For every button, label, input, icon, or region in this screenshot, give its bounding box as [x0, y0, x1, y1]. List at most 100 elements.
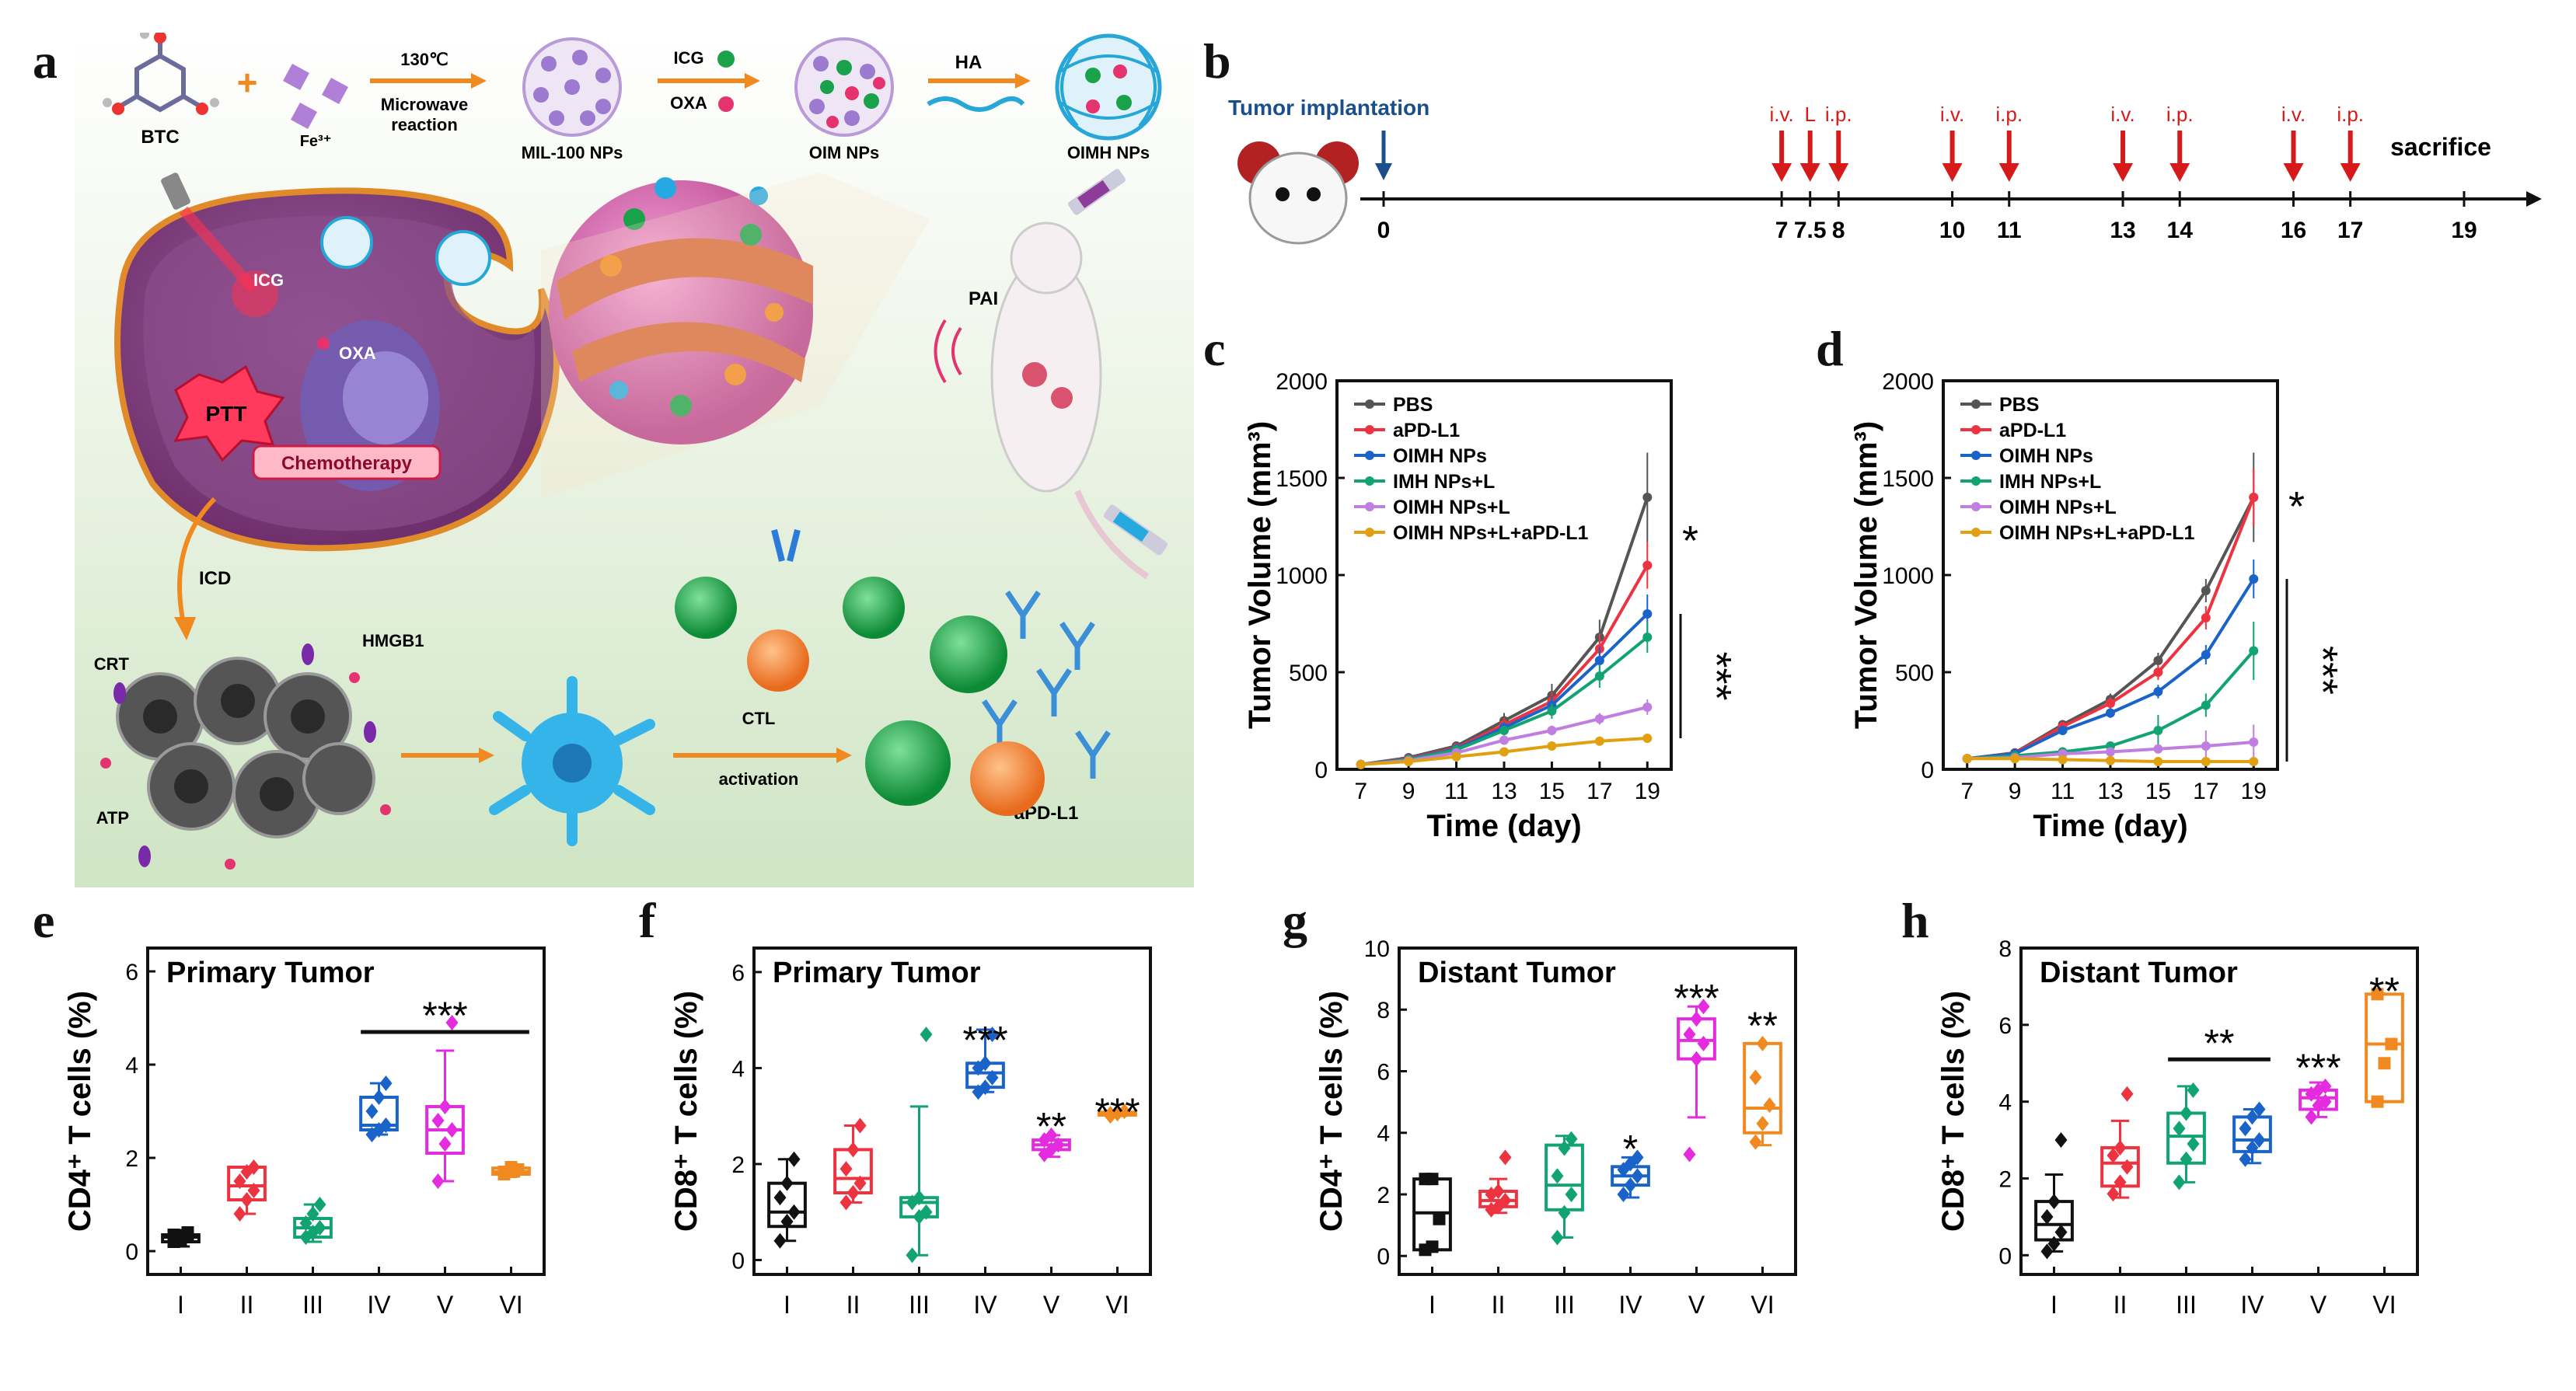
point-0-0 [773, 1232, 787, 1249]
significance-bottom: *** [2299, 646, 2346, 695]
tumor-volume-distant-chart: 0 500 1000 1500 2000 7 9 11 13 15 17 19 Time (day) Tu… [1849, 369, 2346, 843]
significance-label-2: *** [1094, 1090, 1140, 1134]
category-label-3: IV [973, 1291, 997, 1319]
y-tick-label-4: 8 [1377, 998, 1390, 1023]
nanoparticle-scheme: BTC + Fe³⁺ 130℃ Microwave reaction MIL-1… [75, 33, 1194, 887]
y-tick-label-1: 500 [1289, 661, 1328, 686]
data-point-3-4 [2153, 726, 2163, 735]
point-2-4 [306, 1206, 319, 1222]
point-3-1 [1624, 1177, 1637, 1194]
legend-marker-3 [1365, 476, 1374, 486]
point-0-5 [787, 1151, 801, 1167]
data-point-5-1 [2010, 754, 2020, 764]
legend-marker-5 [1365, 528, 1374, 537]
box-5 [2365, 992, 2404, 1103]
point-1-0 [839, 1194, 853, 1211]
ptt-badge: PTT [173, 364, 285, 462]
x-tick-label-3: 13 [1491, 779, 1517, 804]
ha-chain-icon [927, 96, 1025, 112]
category-label-5: VI [2372, 1291, 2396, 1319]
data-point-3-5 [1594, 671, 1604, 681]
point-4-1 [438, 1136, 452, 1152]
timeline-event-label-7: i.v. [2281, 103, 2305, 126]
ptt-label: PTT [206, 402, 247, 426]
timeline-event-arrowhead-0 [1771, 163, 1792, 182]
point-3-5 [379, 1075, 393, 1091]
legend-label-0: PBS [1999, 394, 2039, 416]
timeline-event-label-6: i.p. [2166, 103, 2194, 126]
point-2-1 [913, 1208, 926, 1225]
legend-marker-4 [1971, 502, 1981, 511]
point-3-4 [979, 1055, 992, 1072]
data-point-5-6 [1642, 734, 1653, 743]
timeline-event-arrowhead-1 [1799, 163, 1820, 182]
timeline-tick-label-0: 0 [1377, 218, 1391, 243]
point-1-2 [247, 1183, 260, 1198]
category-label-5: VI [1105, 1291, 1129, 1319]
data-point-0-4 [2153, 656, 2163, 665]
pai-label: PAI [969, 288, 998, 309]
point-0-2 [2054, 1224, 2068, 1240]
oimh-nanoparticle-icon [1055, 33, 1162, 141]
category-label-1: II [846, 1291, 860, 1319]
mouse-head-icon [1237, 141, 1359, 245]
point-3-0 [2239, 1151, 2252, 1167]
data-point-1-6 [2249, 493, 2259, 502]
point-2-0 [2173, 1174, 2186, 1191]
legend-marker-2 [1365, 451, 1374, 460]
laser-icon [161, 173, 278, 317]
legend-label-3: IMH NPs+L [1393, 471, 1495, 493]
plot-frame [2019, 947, 2419, 1276]
timeline-event-arrowhead-2 [1828, 163, 1849, 182]
timeline-event-label-8: i.p. [2337, 103, 2364, 126]
point-1-3 [839, 1161, 853, 1177]
point-4-4 [438, 1099, 452, 1114]
data-point-5-0 [1962, 754, 1972, 764]
point-4-2 [1052, 1137, 1065, 1153]
y-axis-label: CD8⁺ T cells (%) [1936, 991, 1970, 1232]
data-point-4-6 [2249, 737, 2259, 747]
y-axis-label: CD4⁺ T cells (%) [1314, 991, 1349, 1232]
point-4-3 [1683, 1026, 1696, 1042]
timeline-title: Tumor implantation [1228, 96, 1429, 120]
microwave-label: Microwave [381, 95, 469, 114]
point-1-0 [233, 1206, 246, 1222]
point-0-2 [1433, 1212, 1446, 1225]
point-2-3 [299, 1215, 312, 1231]
timeline-event-label-3: i.v. [1940, 103, 1964, 126]
chart-title: Primary Tumor [773, 957, 981, 989]
point-0-1 [780, 1214, 794, 1230]
y-tick-label-0: 0 [1377, 1244, 1390, 1270]
data-point-4-5 [2201, 741, 2211, 751]
significance-label-1: ** [2369, 969, 2400, 1013]
y-tick-label-3: 1500 [1276, 466, 1328, 492]
timeline-event-arrowhead-4 [1998, 163, 2019, 182]
point-0-5 [181, 1226, 194, 1239]
plot-frame [1398, 947, 1797, 1276]
point-1-3 [2107, 1147, 2120, 1163]
data-point-5-5 [1594, 736, 1604, 746]
y-tick-label-0: 0 [1314, 758, 1328, 783]
legend-label-3: IMH NPs+L [1999, 471, 2101, 493]
point-4-0 [2305, 1109, 2318, 1125]
point-0-1 [2047, 1236, 2061, 1252]
timeline-tick-label-5: 11 [1997, 218, 2022, 243]
data-point-5-3 [1499, 747, 1509, 757]
point-2-4 [913, 1190, 926, 1206]
point-3-3 [2239, 1121, 2252, 1137]
oimh-label: OIMH NPs [1067, 143, 1150, 162]
legend-label-4: OIMH NPs+L [1393, 497, 1510, 518]
data-point-2-3 [2106, 708, 2115, 718]
ctl-label: CTL [742, 709, 776, 728]
x-tick-label-1: 9 [1402, 779, 1415, 804]
data-point-3-6 [1642, 633, 1653, 642]
signal-waves-icon [934, 319, 962, 384]
point-4-5 [2319, 1078, 2332, 1094]
data-point-1-3 [2106, 699, 2115, 708]
x-axis-label: Time (day) [2033, 809, 2187, 843]
icd-label: ICD [199, 568, 231, 589]
point-5-4 [1756, 1035, 1769, 1051]
chemotherapy-label: Chemotherapy [281, 453, 413, 474]
